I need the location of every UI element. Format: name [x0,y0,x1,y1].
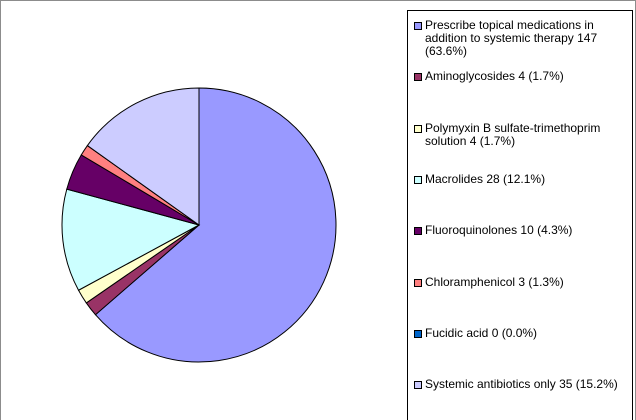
legend-label: Macrolides [425,171,484,186]
legend-text: Fluoroquinolones 10 (4.3%) [425,224,624,237]
pie-plot [61,87,337,363]
legend-swatch [414,22,422,30]
legend-entry: Chloramphenicol 3 (1.3%) [414,274,624,289]
legend-label: Fluoroquinolones [425,223,518,238]
legend-value: 10 (4.3%) [520,223,573,238]
legend-value: 0 (0.0%) [491,325,538,340]
legend-text: Aminoglycosides 4 (1.7%) [425,70,624,83]
legend-text: Polymyxin B sulfate-trimethoprim solutio… [425,120,624,148]
legend-label: Chloramphenicol [425,274,516,289]
legend-entry: Fluoroquinolones 10 (4.3%) [414,224,624,237]
legend-swatch [414,124,422,133]
pie-slice [86,87,200,226]
legend-value: 4 (1.7%) [518,69,564,84]
legend-value: 147 (63.6%) [425,31,598,58]
legend-entry: Fucidic acid 0 (0.0%) [414,325,624,340]
legend-value: 3 (1.3%) [518,274,564,289]
pie-slice [94,87,337,363]
legend: Prescribe topical medications in additio… [407,10,633,420]
legend-entry: Macrolides 28 (12.1%) [414,171,624,186]
legend-entry: Prescribe topical medications in additio… [414,19,624,58]
legend-text: Macrolides 28 (12.1%) [425,171,624,186]
legend-entry: Polymyxin B sulfate-trimethoprim solutio… [414,120,624,148]
legend-text: Fucidic acid 0 (0.0%) [425,325,624,340]
legend-swatch [414,381,422,390]
legend-swatch [414,329,422,338]
legend-text: Systemic antibiotics only 35 (15.2%) [425,378,624,391]
legend-label: Systemic antibiotics only [425,377,556,392]
legend-entry: Systemic antibiotics only 35 (15.2%) [414,378,624,391]
legend-value: 35 (15.2%) [559,377,618,392]
legend-swatch [414,227,422,236]
legend-label: Aminoglycosides [425,69,516,84]
legend-swatch [414,73,422,82]
legend-label: Polymyxin B sulfate-trimethoprim solutio… [425,120,601,148]
legend-label: Fucidic acid [425,325,489,340]
legend-label: Prescribe topical medications in additio… [425,18,594,45]
legend-text: Prescribe topical medications in additio… [425,19,624,58]
legend-value: 28 (12.1%) [486,171,546,186]
legend-swatch [414,175,422,184]
legend-text: Chloramphenicol 3 (1.3%) [425,274,624,289]
legend-entry: Aminoglycosides 4 (1.7%) [414,70,624,83]
pie-slice [61,188,201,291]
legend-swatch [414,278,422,287]
legend-value: 4 (1.7%) [469,133,516,148]
